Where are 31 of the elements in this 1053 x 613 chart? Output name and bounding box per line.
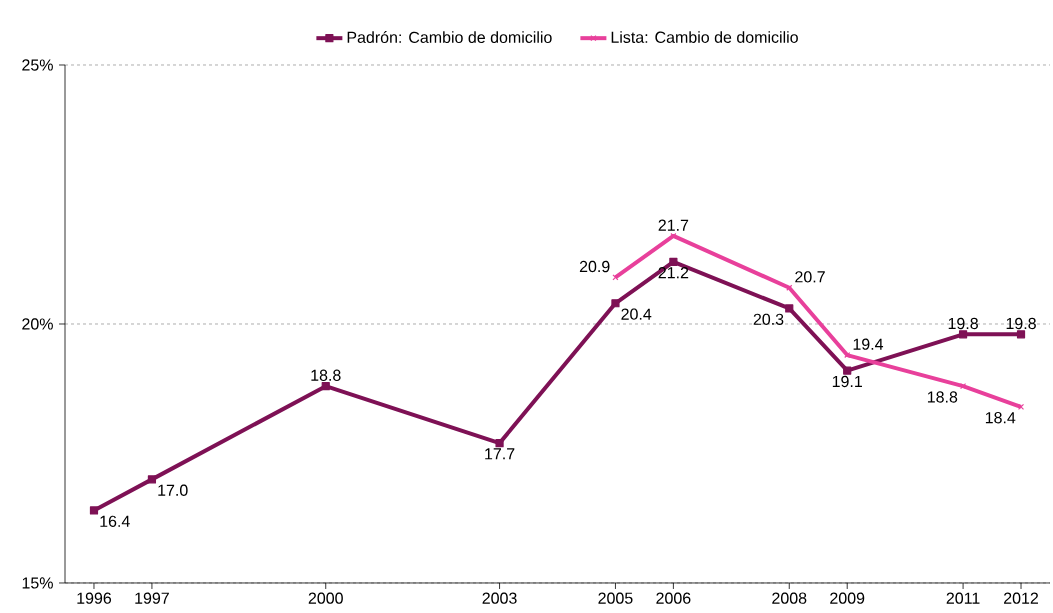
data-label: 21.7 <box>658 219 689 231</box>
data-label: 19.8 <box>948 317 978 330</box>
data-label: 17.7 <box>485 448 515 460</box>
data-label: 18.8 <box>927 391 958 403</box>
data-label: 16.4 <box>100 515 130 527</box>
x-tick-label: 2003 <box>482 592 517 604</box>
x-tick-label: 2000 <box>308 592 343 604</box>
x-tick-label: 1996 <box>77 592 112 604</box>
data-label: 18.8 <box>311 369 341 381</box>
legend-label: Padrón: Cambio de domicilio <box>347 31 552 44</box>
data-label: 20.7 <box>795 271 825 283</box>
data-label: 19.4 <box>853 338 884 350</box>
data-label: 19.1 <box>832 375 862 388</box>
x-tick-label: 2006 <box>656 592 691 604</box>
data-label: 18.4 <box>985 412 1016 424</box>
data-label: 20.4 <box>621 308 652 320</box>
x-tick-label: 2005 <box>598 592 633 604</box>
legend-label: Lista: Cambio de domicilio <box>611 31 798 43</box>
x-tick-label: 2009 <box>830 592 865 604</box>
data-label: 19.8 <box>1006 317 1036 330</box>
data-label: 20.3 <box>753 313 784 325</box>
y-tick-label: 20% <box>22 318 53 330</box>
data-label: 20.9 <box>579 260 610 273</box>
x-tick-label: 2012 <box>1004 592 1039 604</box>
x-tick-label: 1997 <box>135 592 169 604</box>
data-label: 21.2 <box>658 267 689 279</box>
x-tick-label: 2008 <box>772 592 807 604</box>
data-label: 17.0 <box>158 484 188 496</box>
y-tick-label: 25% <box>22 59 53 71</box>
y-tick-label: 15% <box>22 577 53 589</box>
x-tick-label: 2011 <box>946 592 980 604</box>
